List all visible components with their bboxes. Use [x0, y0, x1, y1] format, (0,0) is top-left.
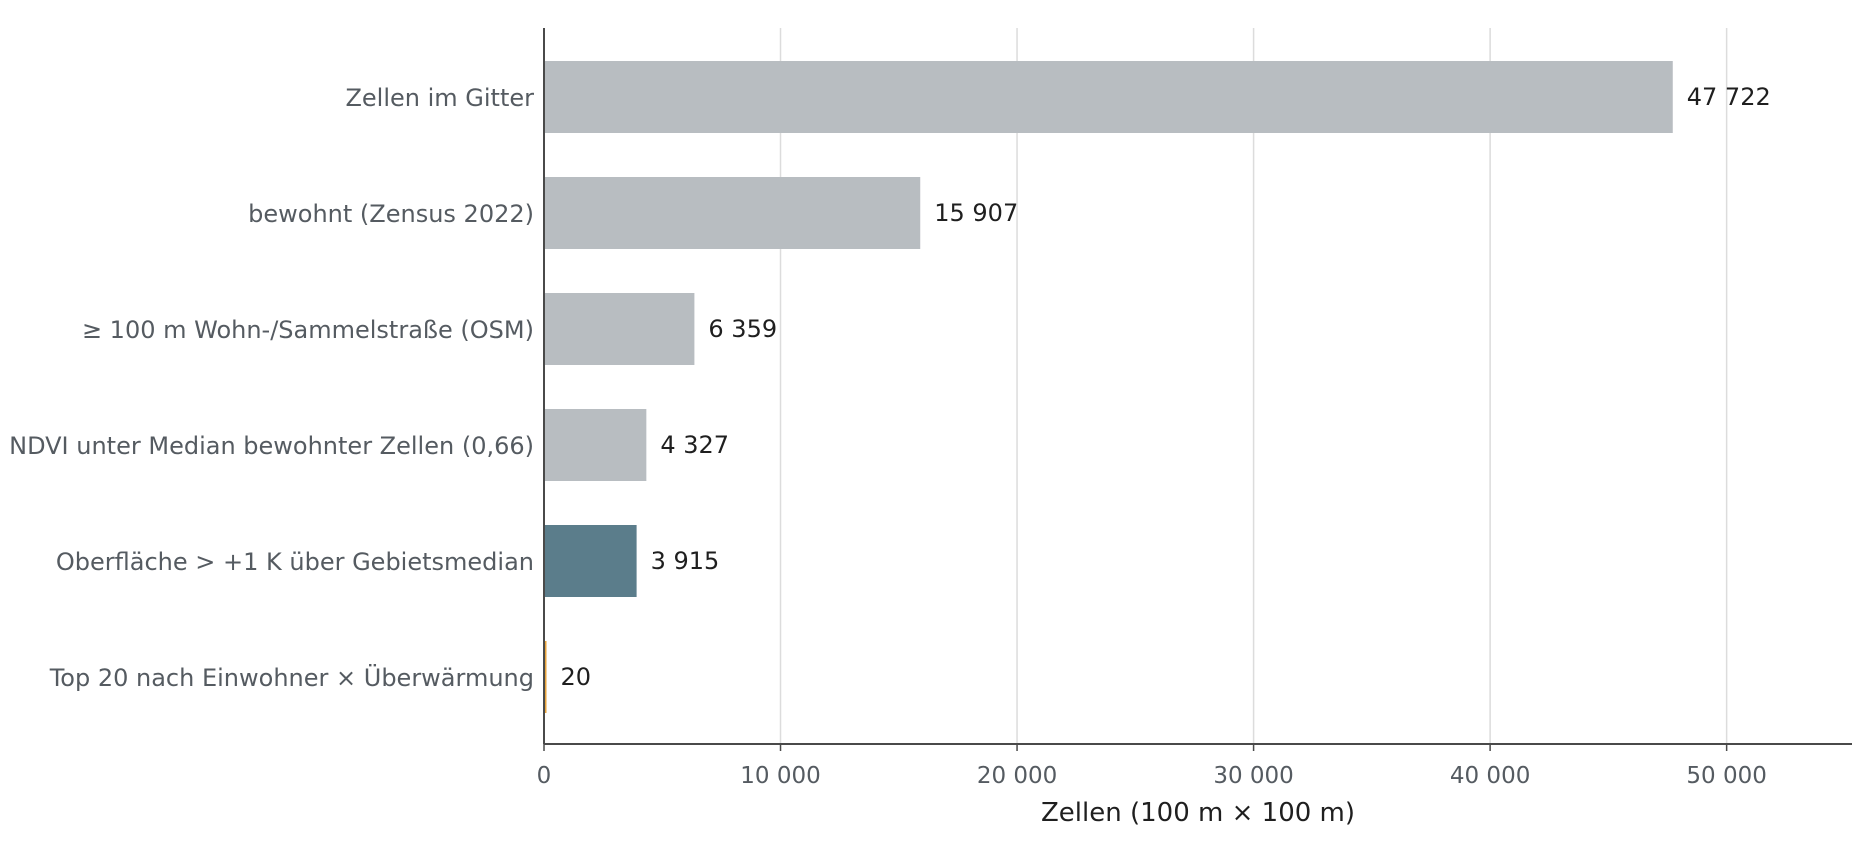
bar: [544, 293, 695, 365]
category-label: Oberfläche > +1 K über Gebietsmedian: [56, 548, 534, 576]
x-tick-label: 20 000: [977, 763, 1057, 789]
x-tick-label: 30 000: [1213, 763, 1293, 789]
x-tick-label: 50 000: [1686, 763, 1766, 789]
bar: [544, 61, 1673, 133]
bar-value-label: 20: [561, 663, 592, 691]
gridlines: [779, 28, 1728, 744]
category-label: bewohnt (Zensus 2022): [248, 200, 534, 228]
bar-value-label: 4 327: [660, 431, 729, 459]
x-tick-label: 10 000: [740, 763, 820, 789]
category-label: NDVI unter Median bewohnter Zellen (0,66…: [9, 432, 534, 460]
bar: [544, 641, 547, 713]
bar: [544, 525, 637, 597]
bars: [544, 61, 1673, 713]
category-label: Top 20 nach Einwohner × Überwärmung: [49, 663, 534, 692]
bar-value-label: 15 907: [934, 199, 1018, 227]
category-label: ≥ 100 m Wohn-/Sammelstraße (OSM): [82, 316, 534, 344]
value-labels: 47 722 15 907 6 359 4 327 3 915 20: [561, 83, 1771, 691]
bar-value-label: 6 359: [708, 315, 777, 343]
bar-value-label: 47 722: [1687, 83, 1771, 111]
category-label: Zellen im Gitter: [345, 84, 534, 112]
x-tick-labels: 0 10 000 20 000 30 000 40 000 50 000: [537, 744, 1767, 789]
x-tick-label: 0: [537, 763, 552, 789]
bar: [544, 409, 647, 481]
x-axis-title: Zellen (100 m × 100 m): [1041, 798, 1355, 828]
x-tick-label: 40 000: [1450, 763, 1530, 789]
bar: [544, 177, 921, 249]
bar-value-label: 3 915: [651, 547, 720, 575]
category-labels: Zellen im Gitter bewohnt (Zensus 2022) ≥ 1…: [9, 84, 534, 692]
